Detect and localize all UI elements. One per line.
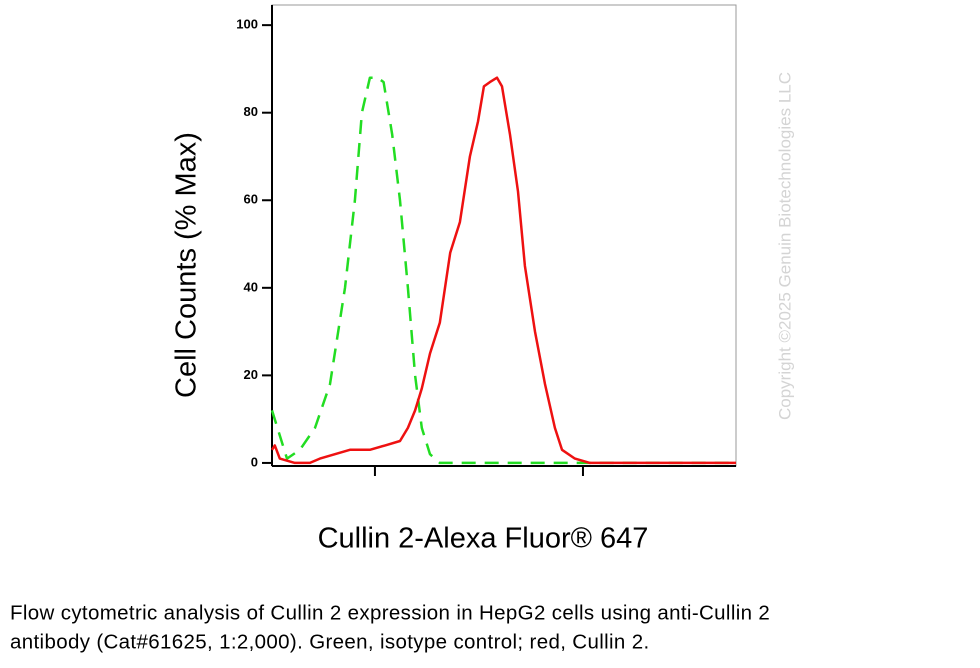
y-tick-label: 20 — [244, 367, 258, 382]
y-tick-label: 100 — [236, 17, 258, 32]
x-axis-label: Cullin 2-Alexa Fluor® 647 — [318, 523, 649, 555]
y-tick-label: 0 — [251, 454, 258, 469]
caption-line: antibody (Cat#61625, 1:2,000). Green, is… — [10, 630, 650, 653]
y-axis-label: Cell Counts (% Max) — [171, 132, 203, 398]
y-tick-label: 60 — [244, 192, 258, 207]
y-tick-label: 40 — [244, 279, 258, 294]
caption-line: Flow cytometric analysis of Cullin 2 exp… — [10, 601, 770, 624]
y-tick-label: 80 — [244, 104, 258, 119]
watermark: Copyright ©2025 Genuin Biotechnologies L… — [775, 72, 794, 420]
plot-frame — [271, 4, 737, 467]
histogram-line — [270, 76, 736, 465]
histogram-line — [270, 76, 736, 465]
